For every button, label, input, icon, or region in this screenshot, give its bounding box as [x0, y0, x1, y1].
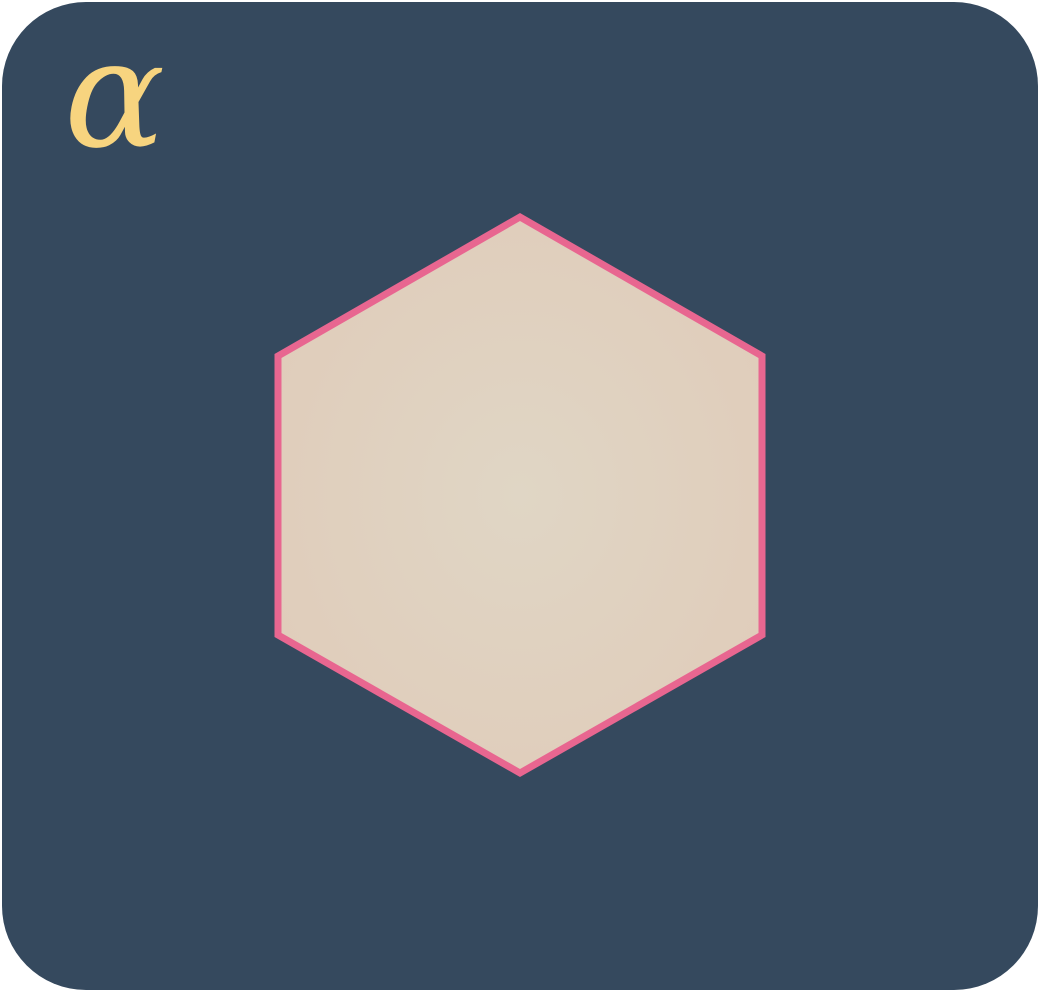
hexagon-shape	[274, 212, 766, 778]
alpha-symbol: α	[64, 8, 166, 182]
